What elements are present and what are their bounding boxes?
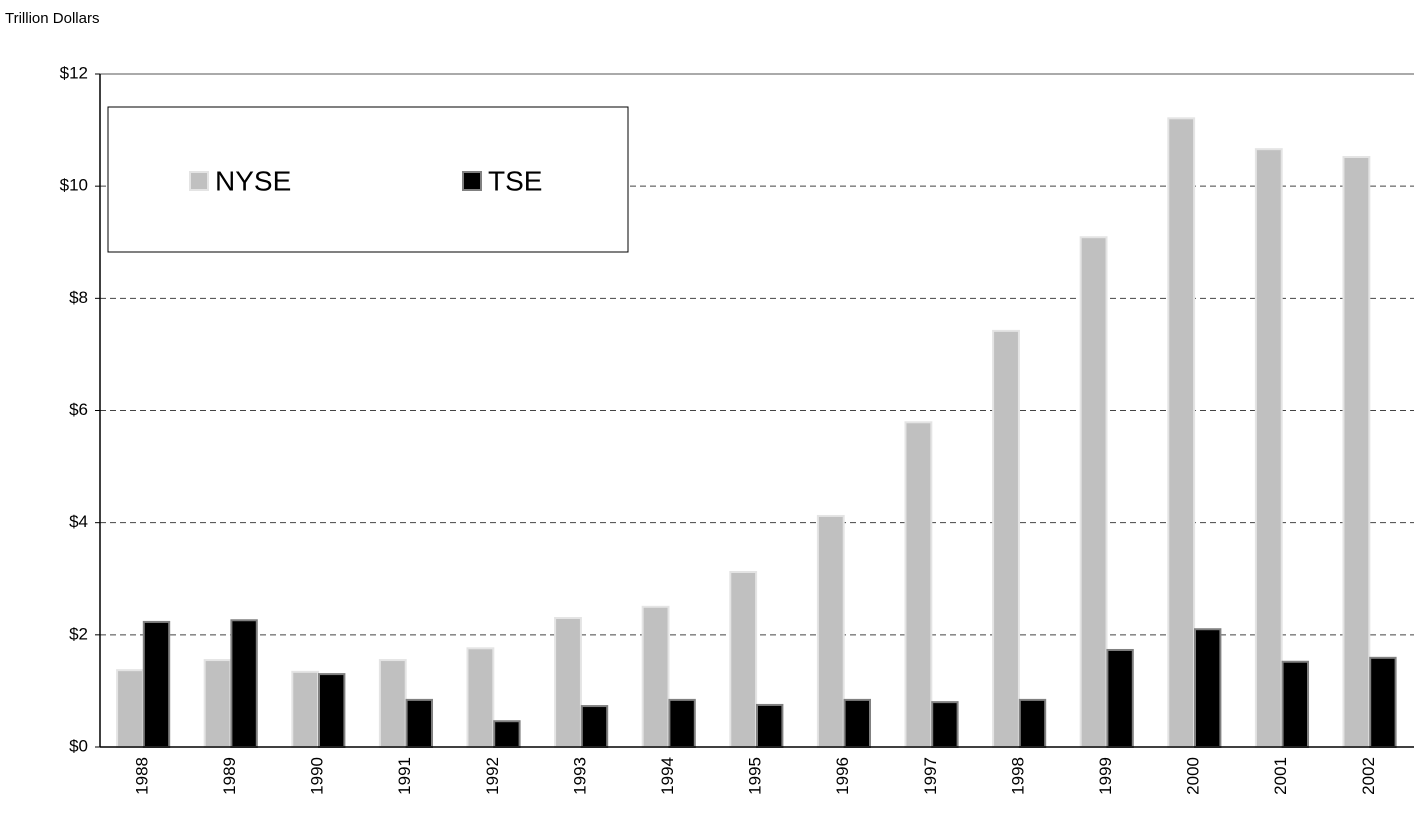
y-tick-label: $2 <box>69 624 88 643</box>
legend-label: TSE <box>488 165 542 196</box>
bar <box>116 669 144 748</box>
bar <box>1254 148 1283 748</box>
bar <box>729 571 758 749</box>
bar <box>1369 656 1397 749</box>
y-tick-label: $0 <box>69 736 88 755</box>
bar <box>318 673 346 749</box>
y-axis-title: Trillion Dollars <box>5 10 99 27</box>
bar <box>466 647 495 748</box>
legend-swatch <box>189 171 209 191</box>
y-tick-label: $4 <box>69 512 88 531</box>
x-tick-label: 1995 <box>746 757 765 795</box>
y-tick-label: $12 <box>60 63 88 82</box>
x-tick-label: 1998 <box>1008 757 1027 795</box>
bar <box>816 514 845 748</box>
legend: NYSE TSE <box>107 106 629 253</box>
bar <box>756 703 784 748</box>
bar <box>142 620 171 748</box>
bar <box>493 720 521 748</box>
x-tick-label: 1994 <box>658 757 677 795</box>
bar <box>931 701 959 749</box>
x-tick-label: 1992 <box>483 757 502 795</box>
bar <box>378 659 407 749</box>
bar <box>1194 628 1222 748</box>
axes: $0 $2 $4 $6 $8 $10 $12 1988 1989 1990 1991 1992 1993… <box>60 63 1414 795</box>
x-tick-label: 1988 <box>132 757 151 795</box>
x-tick-label: 1996 <box>833 757 852 795</box>
x-tick-label: 1989 <box>220 757 239 795</box>
bar <box>904 421 933 748</box>
x-tick-label: 1997 <box>921 757 940 795</box>
bar <box>668 698 696 749</box>
legend-label: NYSE <box>215 165 291 196</box>
bar <box>992 329 1020 748</box>
legend-swatch <box>462 171 482 191</box>
x-tick-label: 1990 <box>308 757 327 795</box>
bar <box>405 698 434 749</box>
x-tick-label: 2001 <box>1271 757 1290 795</box>
bar <box>1106 648 1134 748</box>
x-tick-label: 1993 <box>570 757 589 795</box>
x-tick-label: 1991 <box>395 757 414 795</box>
bar <box>843 698 872 749</box>
bar <box>1079 236 1108 748</box>
bar <box>641 605 670 749</box>
bar <box>580 705 609 748</box>
x-tick-label: 2000 <box>1184 757 1203 795</box>
y-tick-label: $6 <box>69 400 88 419</box>
bar <box>203 659 232 749</box>
x-tick-label: 1999 <box>1096 757 1115 795</box>
bar <box>1018 698 1047 749</box>
bar <box>1281 660 1310 749</box>
legend-box <box>107 106 629 253</box>
y-tick-label: $10 <box>60 176 88 195</box>
bar <box>554 617 582 749</box>
bar <box>1342 156 1371 748</box>
bar <box>291 670 320 748</box>
x-tick-label: 2002 <box>1359 757 1378 795</box>
bar <box>230 619 258 748</box>
bar <box>1167 117 1196 748</box>
y-tick-label: $8 <box>69 288 88 307</box>
